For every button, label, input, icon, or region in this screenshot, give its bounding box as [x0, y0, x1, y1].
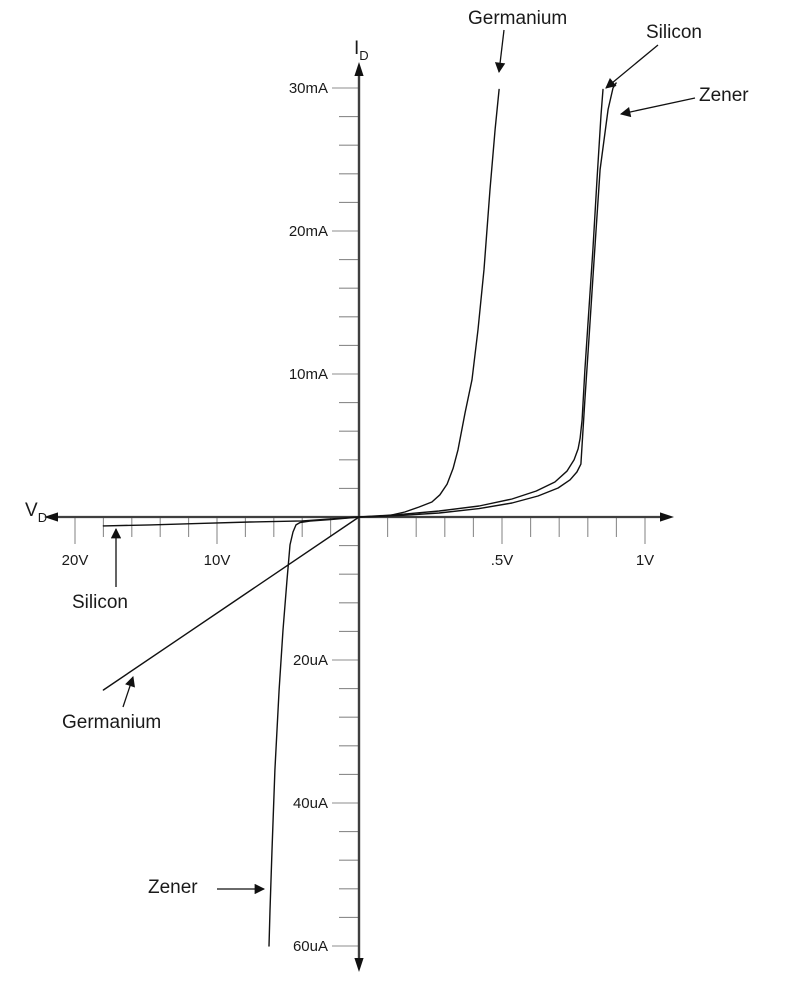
curve-germanium-forward [358, 88, 500, 518]
y-tick-label-30mA: 30mA [289, 80, 328, 97]
y-tick-label-40uA: 40uA [293, 795, 328, 812]
annotation-arrow-silicon-top [605, 44, 659, 89]
annotation-label-germanium-top: Germanium [468, 8, 567, 29]
x-axis-arrowhead-left [44, 512, 58, 522]
curve-germanium-reverse [102, 516, 360, 691]
curve-zener-reverse [268, 516, 360, 947]
x-tick-label-1V: 1V [636, 552, 654, 569]
annotation-label-silicon-bottom: Silicon [72, 592, 128, 613]
y-axis-arrowhead-bottom [354, 958, 364, 972]
y-tick-label-60uA: 60uA [293, 938, 328, 955]
x-axis-arrowhead-right [660, 512, 674, 522]
y-tick-label-20uA: 20uA [293, 652, 328, 669]
x-tick-label-10V: 10V [204, 552, 231, 569]
annotation-arrow-zener-top [619, 97, 696, 118]
annotation-arrow-germanium-top [494, 29, 506, 74]
annotation-label-germanium-bottom: Germanium [62, 712, 161, 733]
annotation-label-silicon-top: Silicon [646, 22, 702, 43]
annotation-label-zener-bottom: Zener [148, 877, 198, 898]
x-tick-label-.5V: .5V [491, 552, 514, 569]
y-axis-arrowhead-top [354, 62, 364, 76]
annotation-label-zener-top: Zener [699, 85, 749, 106]
curve-silicon-forward [358, 88, 604, 518]
annotation-arrow-germanium-bottom [122, 676, 135, 708]
curve-zener-forward [358, 82, 617, 518]
y-tick-label-10mA: 10mA [289, 366, 328, 383]
x-tick-label-20V: 20V [62, 552, 89, 569]
y-tick-label-20mA: 20mA [289, 223, 328, 240]
